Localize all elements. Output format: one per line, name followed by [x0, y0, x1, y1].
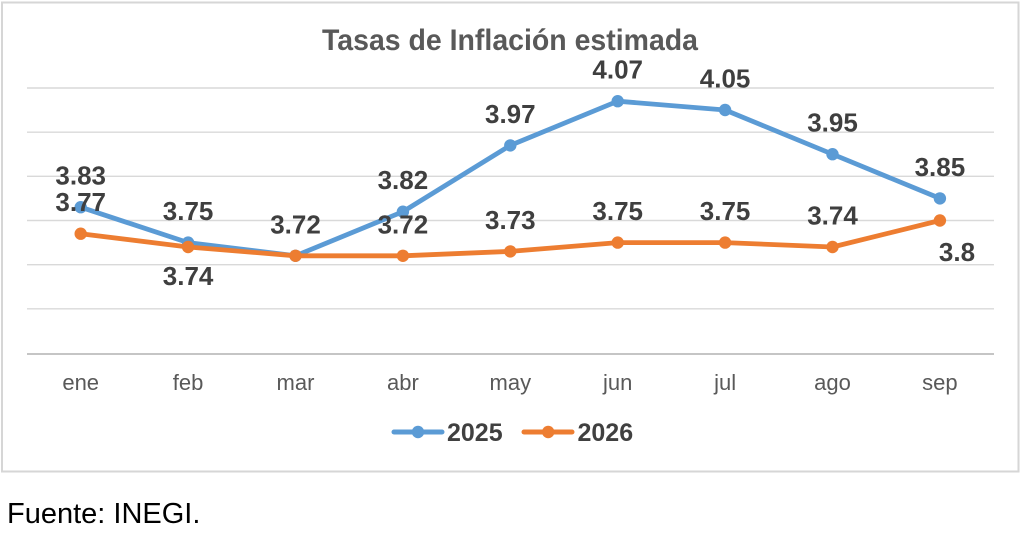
svg-text:3.72: 3.72: [270, 209, 321, 239]
svg-text:Fuente: INEGI.: Fuente: INEGI.: [7, 498, 200, 530]
svg-text:3.77: 3.77: [55, 187, 106, 217]
svg-text:jul: jul: [713, 370, 736, 395]
svg-text:3.82: 3.82: [378, 165, 429, 195]
svg-text:may: may: [490, 370, 532, 395]
svg-text:3.95: 3.95: [807, 108, 858, 138]
svg-text:3.75: 3.75: [592, 196, 643, 226]
svg-text:2026: 2026: [578, 419, 634, 447]
svg-text:3.74: 3.74: [807, 201, 858, 231]
svg-text:feb: feb: [173, 370, 204, 395]
svg-text:3.75: 3.75: [700, 196, 751, 226]
svg-text:3.97: 3.97: [485, 99, 536, 129]
svg-text:3.73: 3.73: [485, 205, 536, 235]
svg-text:4.07: 4.07: [592, 55, 643, 85]
svg-text:3.83: 3.83: [55, 161, 106, 191]
svg-text:3.85: 3.85: [915, 152, 966, 182]
svg-text:ago: ago: [814, 370, 851, 395]
svg-text:Tasas de Inflación estimada: Tasas de Inflación estimada: [322, 24, 698, 57]
svg-text:4.05: 4.05: [700, 64, 751, 94]
svg-text:ene: ene: [62, 370, 99, 395]
svg-text:3.8: 3.8: [939, 237, 975, 267]
svg-text:abr: abr: [387, 370, 419, 395]
svg-text:sep: sep: [922, 370, 957, 395]
svg-text:mar: mar: [277, 370, 315, 395]
svg-text:2025: 2025: [447, 419, 503, 447]
svg-text:3.72: 3.72: [378, 209, 429, 239]
svg-text:3.74: 3.74: [163, 261, 214, 291]
svg-text:jun: jun: [602, 370, 632, 395]
svg-text:3.75: 3.75: [163, 196, 214, 226]
